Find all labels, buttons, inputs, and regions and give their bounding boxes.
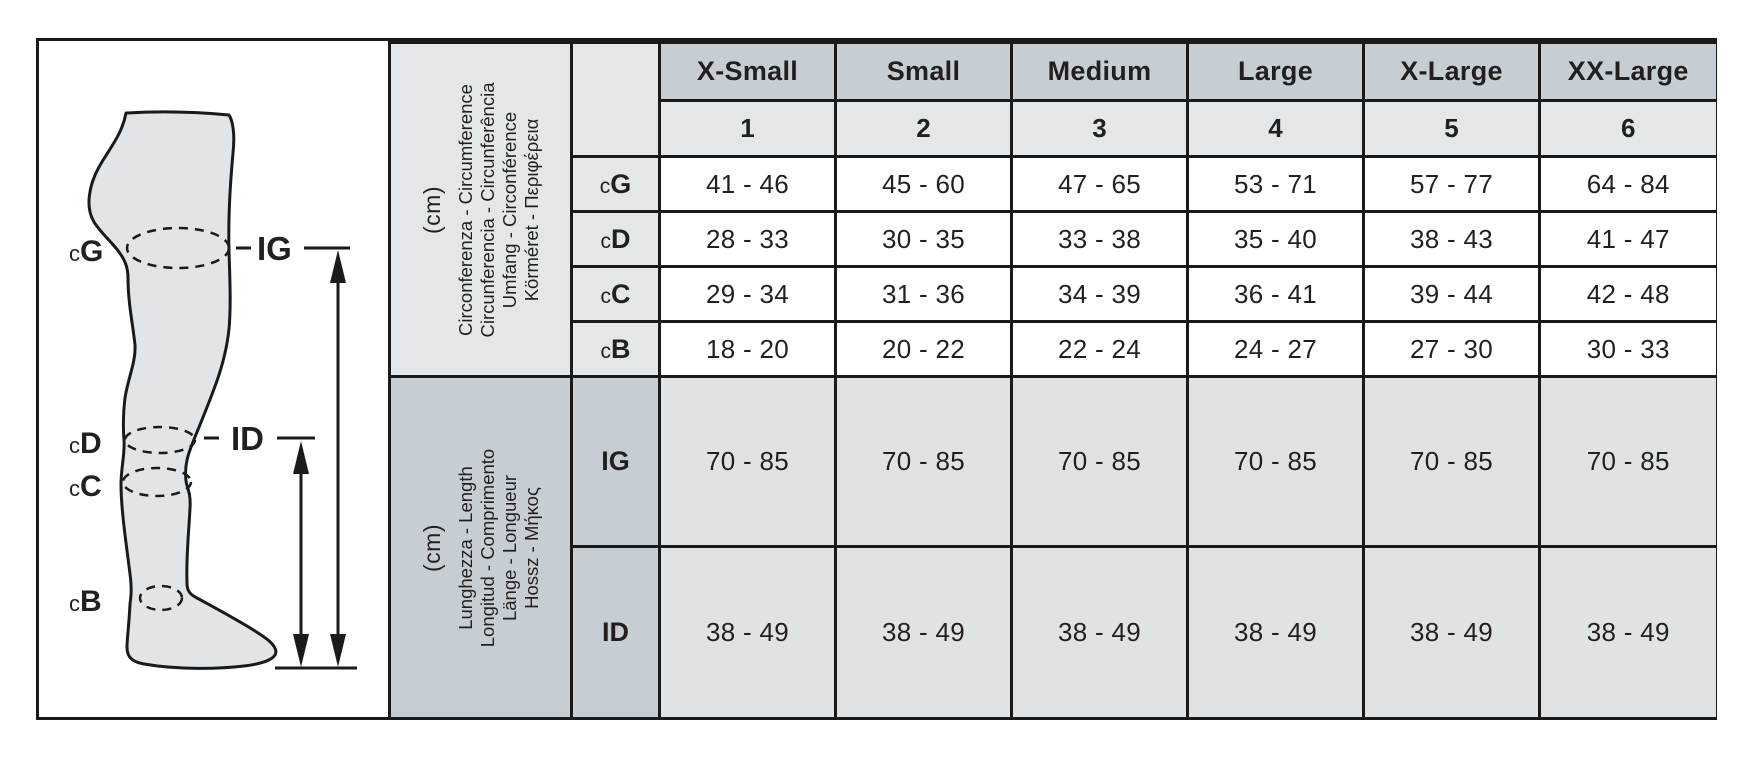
cc-value: 39 - 44	[1362, 265, 1541, 323]
ig-row-label: IG	[570, 375, 661, 548]
leg-measurement-diagram: cG cD cC cB IG ID	[69, 110, 357, 670]
ig-value: 70 - 85	[1538, 375, 1716, 548]
circumference-lang-line: Circunferencia - Circunferência	[476, 82, 498, 337]
ig-row: (cm) Lunghezza - Length Longitud - Compr…	[388, 375, 1716, 717]
cg-row: cG 41 - 46 45 - 60 47 - 65 53 - 71 57 - …	[390, 155, 1716, 213]
id-label: ID	[231, 420, 264, 457]
cd-value: 35 - 40	[1186, 210, 1365, 268]
circumference-section-header: (cm) Circonferenza - Circumference Circu…	[388, 41, 573, 378]
length-lang-line: Lunghezza - Length	[454, 465, 476, 630]
ig-label: IG	[257, 230, 292, 267]
cc-row: cC 29 - 34 31 - 36 34 - 39 36 - 41 39 - …	[390, 265, 1716, 323]
ig-value: 70 - 85	[1362, 375, 1541, 548]
cb-row: cB 18 - 20 20 - 22 22 - 24 24 - 27 27 - …	[390, 320, 1716, 378]
size-number: 5	[1362, 99, 1541, 158]
cd-value: 28 - 33	[658, 210, 837, 268]
id-value: 38 - 49	[1186, 545, 1365, 717]
cc-value: 29 - 34	[658, 265, 837, 323]
size-number: 3	[1010, 99, 1189, 158]
circumference-unit: (cm)	[418, 185, 445, 234]
size-number: 4	[1186, 99, 1365, 158]
cb-value: 24 - 27	[1186, 320, 1365, 378]
cg-value: 47 - 65	[1010, 155, 1189, 213]
size-header-small: Small	[834, 41, 1013, 102]
cb-row-label: cB	[570, 320, 661, 378]
id-arrowhead-down	[293, 634, 309, 667]
cd-label: cD	[69, 427, 102, 460]
cb-value: 22 - 24	[1010, 320, 1189, 378]
ig-value: 70 - 85	[1010, 375, 1189, 548]
cb-label: cB	[69, 585, 102, 618]
cb-circumference-ellipse	[138, 584, 184, 612]
size-table: (cm) Circonferenza - Circumference Circu…	[388, 41, 1716, 717]
leg-diagram-panel: cG cD cC cB IG ID	[39, 41, 388, 717]
cg-value: 53 - 71	[1186, 155, 1365, 213]
cg-value: 64 - 84	[1538, 155, 1716, 213]
circumference-lang-line: Circonferenza - Circumference	[454, 83, 476, 336]
size-header-large: Large	[1186, 41, 1365, 102]
cd-value: 38 - 43	[1362, 210, 1541, 268]
cg-value: 57 - 77	[1362, 155, 1541, 213]
length-section-header: (cm) Lunghezza - Length Longitud - Compr…	[388, 375, 573, 717]
cc-value: 34 - 39	[1010, 265, 1189, 323]
cb-value: 18 - 20	[658, 320, 837, 378]
size-number-row: 1 2 3 4 5 6	[390, 99, 1716, 158]
id-value: 38 - 49	[1538, 545, 1716, 717]
cd-value: 41 - 47	[1538, 210, 1716, 268]
length-lang-line: Hossz - Μήκος	[520, 486, 542, 609]
ig-value: 70 - 85	[834, 375, 1013, 548]
cg-label: cG	[69, 235, 103, 268]
cd-value: 30 - 35	[834, 210, 1013, 268]
cc-circumference-ellipse	[121, 466, 193, 498]
size-number: 1	[658, 99, 837, 158]
id-value: 38 - 49	[834, 545, 1013, 717]
ig-arrowhead-up	[330, 250, 346, 283]
circumference-lang-line: Umfang - Circonférence	[498, 111, 520, 308]
cc-value: 36 - 41	[1186, 265, 1365, 323]
id-value: 38 - 49	[1362, 545, 1541, 717]
cc-value: 31 - 36	[834, 265, 1013, 323]
cc-label: cC	[69, 470, 102, 503]
cb-value: 30 - 33	[1538, 320, 1716, 378]
size-header-x-small: X-Small	[658, 41, 837, 102]
cc-row-label: cC	[570, 265, 661, 323]
id-row: ID 38 - 49 38 - 49 38 - 49 38 - 49 38 - …	[390, 545, 1716, 717]
size-number: 6	[1538, 99, 1716, 158]
cd-circumference-ellipse	[123, 425, 197, 455]
ig-value: 70 - 85	[658, 375, 837, 548]
cc-value: 42 - 48	[1538, 265, 1716, 323]
id-arrowhead-up	[293, 441, 309, 474]
cd-row: cD 28 - 33 30 - 35 33 - 38 35 - 40 38 - …	[390, 210, 1716, 268]
cg-value: 41 - 46	[658, 155, 837, 213]
size-chart-frame: cG cD cC cB IG ID	[36, 38, 1717, 720]
length-unit: (cm)	[418, 523, 445, 572]
ig-arrowhead-down	[330, 634, 346, 667]
cd-row-label: cD	[570, 210, 661, 268]
leg-outline	[87, 110, 278, 670]
cb-value: 27 - 30	[1362, 320, 1541, 378]
size-name-row: (cm) Circonferenza - Circumference Circu…	[388, 41, 1716, 378]
id-row-label: ID	[570, 545, 661, 717]
size-number: 2	[834, 99, 1013, 158]
length-lang-line: Länge - Longueur	[498, 474, 520, 621]
ig-value: 70 - 85	[1186, 375, 1365, 548]
cb-value: 20 - 22	[834, 320, 1013, 378]
cd-value: 33 - 38	[1010, 210, 1189, 268]
length-lang-line: Longitud - Comprimento	[476, 448, 498, 647]
cg-value: 45 - 60	[834, 155, 1013, 213]
cg-row-label: cG	[570, 155, 661, 213]
id-value: 38 - 49	[1010, 545, 1189, 717]
size-header-medium: Medium	[1010, 41, 1189, 102]
id-value: 38 - 49	[658, 545, 837, 717]
circumference-lang-line: Körméret - Περιφέρεια	[520, 118, 542, 301]
size-header-xx-large: XX-Large	[1538, 41, 1716, 102]
cg-circumference-ellipse	[125, 226, 231, 270]
size-header-x-large: X-Large	[1362, 41, 1541, 102]
measure-column-header-empty	[570, 41, 661, 158]
